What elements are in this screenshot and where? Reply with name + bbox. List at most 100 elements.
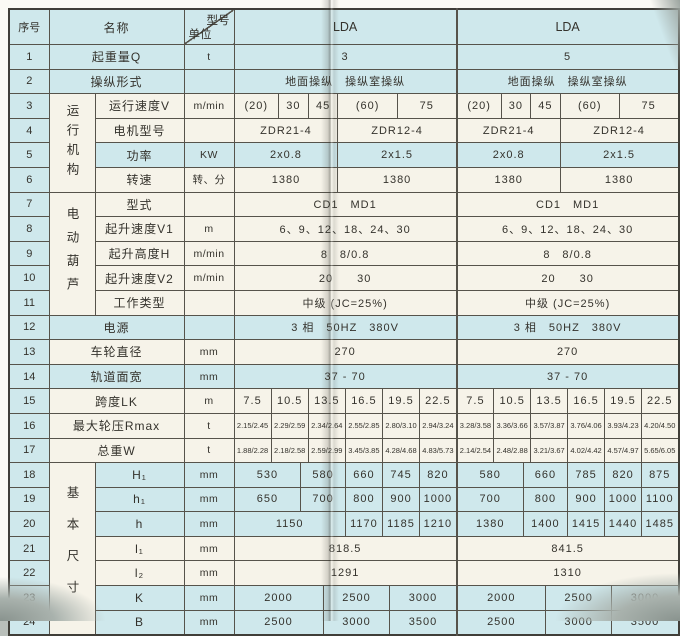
value-cell-right: 3 相 50HZ 380V (455, 314, 680, 341)
value-cell-left: 2500 (233, 609, 324, 636)
value-cell-left: 16.5 (344, 388, 383, 414)
row-number: 22 (8, 560, 50, 587)
value-cell-left: 2x1.5 (337, 142, 458, 168)
value-cell-left: 20 30 (233, 265, 458, 291)
value-cell-left: 1291 (233, 560, 458, 587)
value-cell-left: 745 (381, 462, 421, 488)
value-cell-left: 2.80/3.10 (381, 412, 421, 439)
value-cell-left: 3000 (322, 609, 391, 636)
value-cell-right: 1400 (522, 511, 569, 537)
table-row: 21 l₁ mm 818.5 841.5 (8, 535, 680, 562)
value-cell-left: 2.55/2.85 (344, 412, 383, 439)
row-label: h (94, 511, 185, 537)
value-cell-left: 660 (344, 462, 383, 488)
value-cell-left: 3.45/3.85 (344, 437, 383, 464)
row-unit: m (183, 388, 235, 414)
value-cell-left: 37 - 70 (233, 363, 458, 390)
value-cell-left: (60) (337, 93, 398, 119)
value-cell-left: 地面操纵 操纵室操纵 (233, 68, 458, 95)
value-cell-right: 1380 (455, 511, 524, 537)
value-cell-right: 10.5 (493, 388, 532, 414)
value-cell-left: 7.5 (233, 388, 272, 414)
row-unit: mm (183, 363, 235, 390)
value-cell-right: 75 (618, 93, 680, 119)
table-row: 14 轨道面宽 mm 37 - 70 37 - 70 (8, 363, 680, 390)
value-cell-left: 1170 (344, 511, 383, 537)
row-number: 3 (8, 93, 50, 119)
value-cell-right: 3500 (611, 609, 680, 636)
group-label: 运行机构 (48, 93, 96, 193)
table-row: 4 电机型号 ZDR21-4 ZDR12-4 ZDR21-4 ZDR12-4 (8, 117, 680, 144)
table-row: 16 最大轮压Rmax t 2.15/2.45 2.29/2.59 2.34/2.64 2.… (8, 412, 680, 439)
model-label: 型号 (206, 15, 230, 27)
row-unit: KW (183, 142, 235, 168)
value-cell-left: 3 (233, 44, 458, 70)
row-number: 11 (8, 289, 50, 316)
value-cell-left: 1380 (337, 166, 458, 193)
table-row: 8 起升速度V1 m 6、9、12、18、24、30 6、9、12、18、24、30 (8, 216, 680, 242)
value-cell-left: 4.83/5.73 (419, 437, 458, 464)
value-cell-left: 6、9、12、18、24、30 (233, 216, 458, 242)
table-row: 5 功率 KW 2x0.8 2x1.5 2x0.8 2x1.5 (8, 142, 680, 168)
row-label: 工作类型 (94, 289, 185, 316)
value-cell-right: 820 (604, 462, 642, 488)
value-cell-right: 16.5 (567, 388, 606, 414)
row-unit (183, 289, 235, 316)
value-cell-right: 3.36/3.66 (493, 412, 532, 439)
value-cell-right: 3.76/4.06 (567, 412, 606, 439)
value-cell-left: 900 (381, 486, 421, 513)
value-cell-right: 5.65/6.05 (640, 437, 680, 464)
table-row: 1 起重量Q t 3 5 (8, 44, 680, 70)
row-number: 14 (8, 363, 50, 390)
value-cell-right: 3.93/4.23 (604, 412, 642, 439)
value-cell-right: 45 (530, 93, 561, 119)
value-cell-left: 2x0.8 (233, 142, 339, 168)
value-cell-left: 2.29/2.59 (270, 412, 309, 439)
row-number: 5 (8, 142, 50, 168)
value-cell-left: 820 (419, 462, 458, 488)
value-cell-left: 1185 (381, 511, 421, 537)
value-cell-left: 1.88/2.28 (233, 437, 272, 464)
row-unit: mm (183, 511, 235, 537)
value-cell-right: 1380 (455, 166, 561, 193)
value-cell-right: 1485 (640, 511, 680, 537)
row-unit: t (183, 44, 235, 70)
value-cell-right: 3.28/3.58 (455, 412, 495, 439)
group-label: 电动葫芦 (48, 191, 96, 316)
row-label: l₁ (94, 535, 185, 562)
row-number: 12 (8, 314, 50, 341)
row-label: 运行速度V (94, 93, 185, 119)
table-row: 18 基本尺寸 H₁ mm 530 580 660 745 820 580 660 785 820 875 (8, 462, 680, 636)
value-cell-right: 2.48/2.88 (493, 437, 532, 464)
row-label: h₁ (94, 486, 185, 513)
value-cell-right: 13.5 (530, 388, 569, 414)
value-cell-right: 2x0.8 (455, 142, 561, 168)
row-number: 2 (8, 68, 50, 95)
value-cell-right: 2x1.5 (559, 142, 680, 168)
value-cell-left: 1380 (233, 166, 339, 193)
table-row: 22 l₂ mm 1291 1310 (8, 560, 680, 587)
value-cell-left: 1150 (233, 511, 346, 537)
row-label: 起重量Q (48, 44, 185, 70)
value-cell-left: 270 (233, 339, 458, 365)
value-cell-right: 2500 (544, 585, 613, 611)
unit-model-header-cell: 型号 单位 (183, 8, 235, 45)
value-cell-right: 1440 (604, 511, 642, 537)
row-label: K (94, 585, 185, 611)
value-cell-right: 785 (567, 462, 606, 488)
value-cell-right: 270 (455, 339, 680, 365)
row-label: 起升高度H (94, 240, 185, 267)
row-label: l₂ (94, 560, 185, 587)
row-number: 16 (8, 412, 50, 439)
value-cell-right: ZDR12-4 (559, 117, 680, 144)
row-label: 转速 (94, 166, 185, 193)
value-cell-right: 5 (455, 44, 680, 70)
table-row: 10 起升速度V2 m/min 20 30 20 30 (8, 265, 680, 291)
value-cell-left: 2.15/2.45 (233, 412, 272, 439)
row-unit (183, 68, 235, 95)
row-number: 21 (8, 535, 50, 562)
value-cell-left: 13.5 (307, 388, 346, 414)
value-cell-right: 4.20/4.50 (640, 412, 680, 439)
